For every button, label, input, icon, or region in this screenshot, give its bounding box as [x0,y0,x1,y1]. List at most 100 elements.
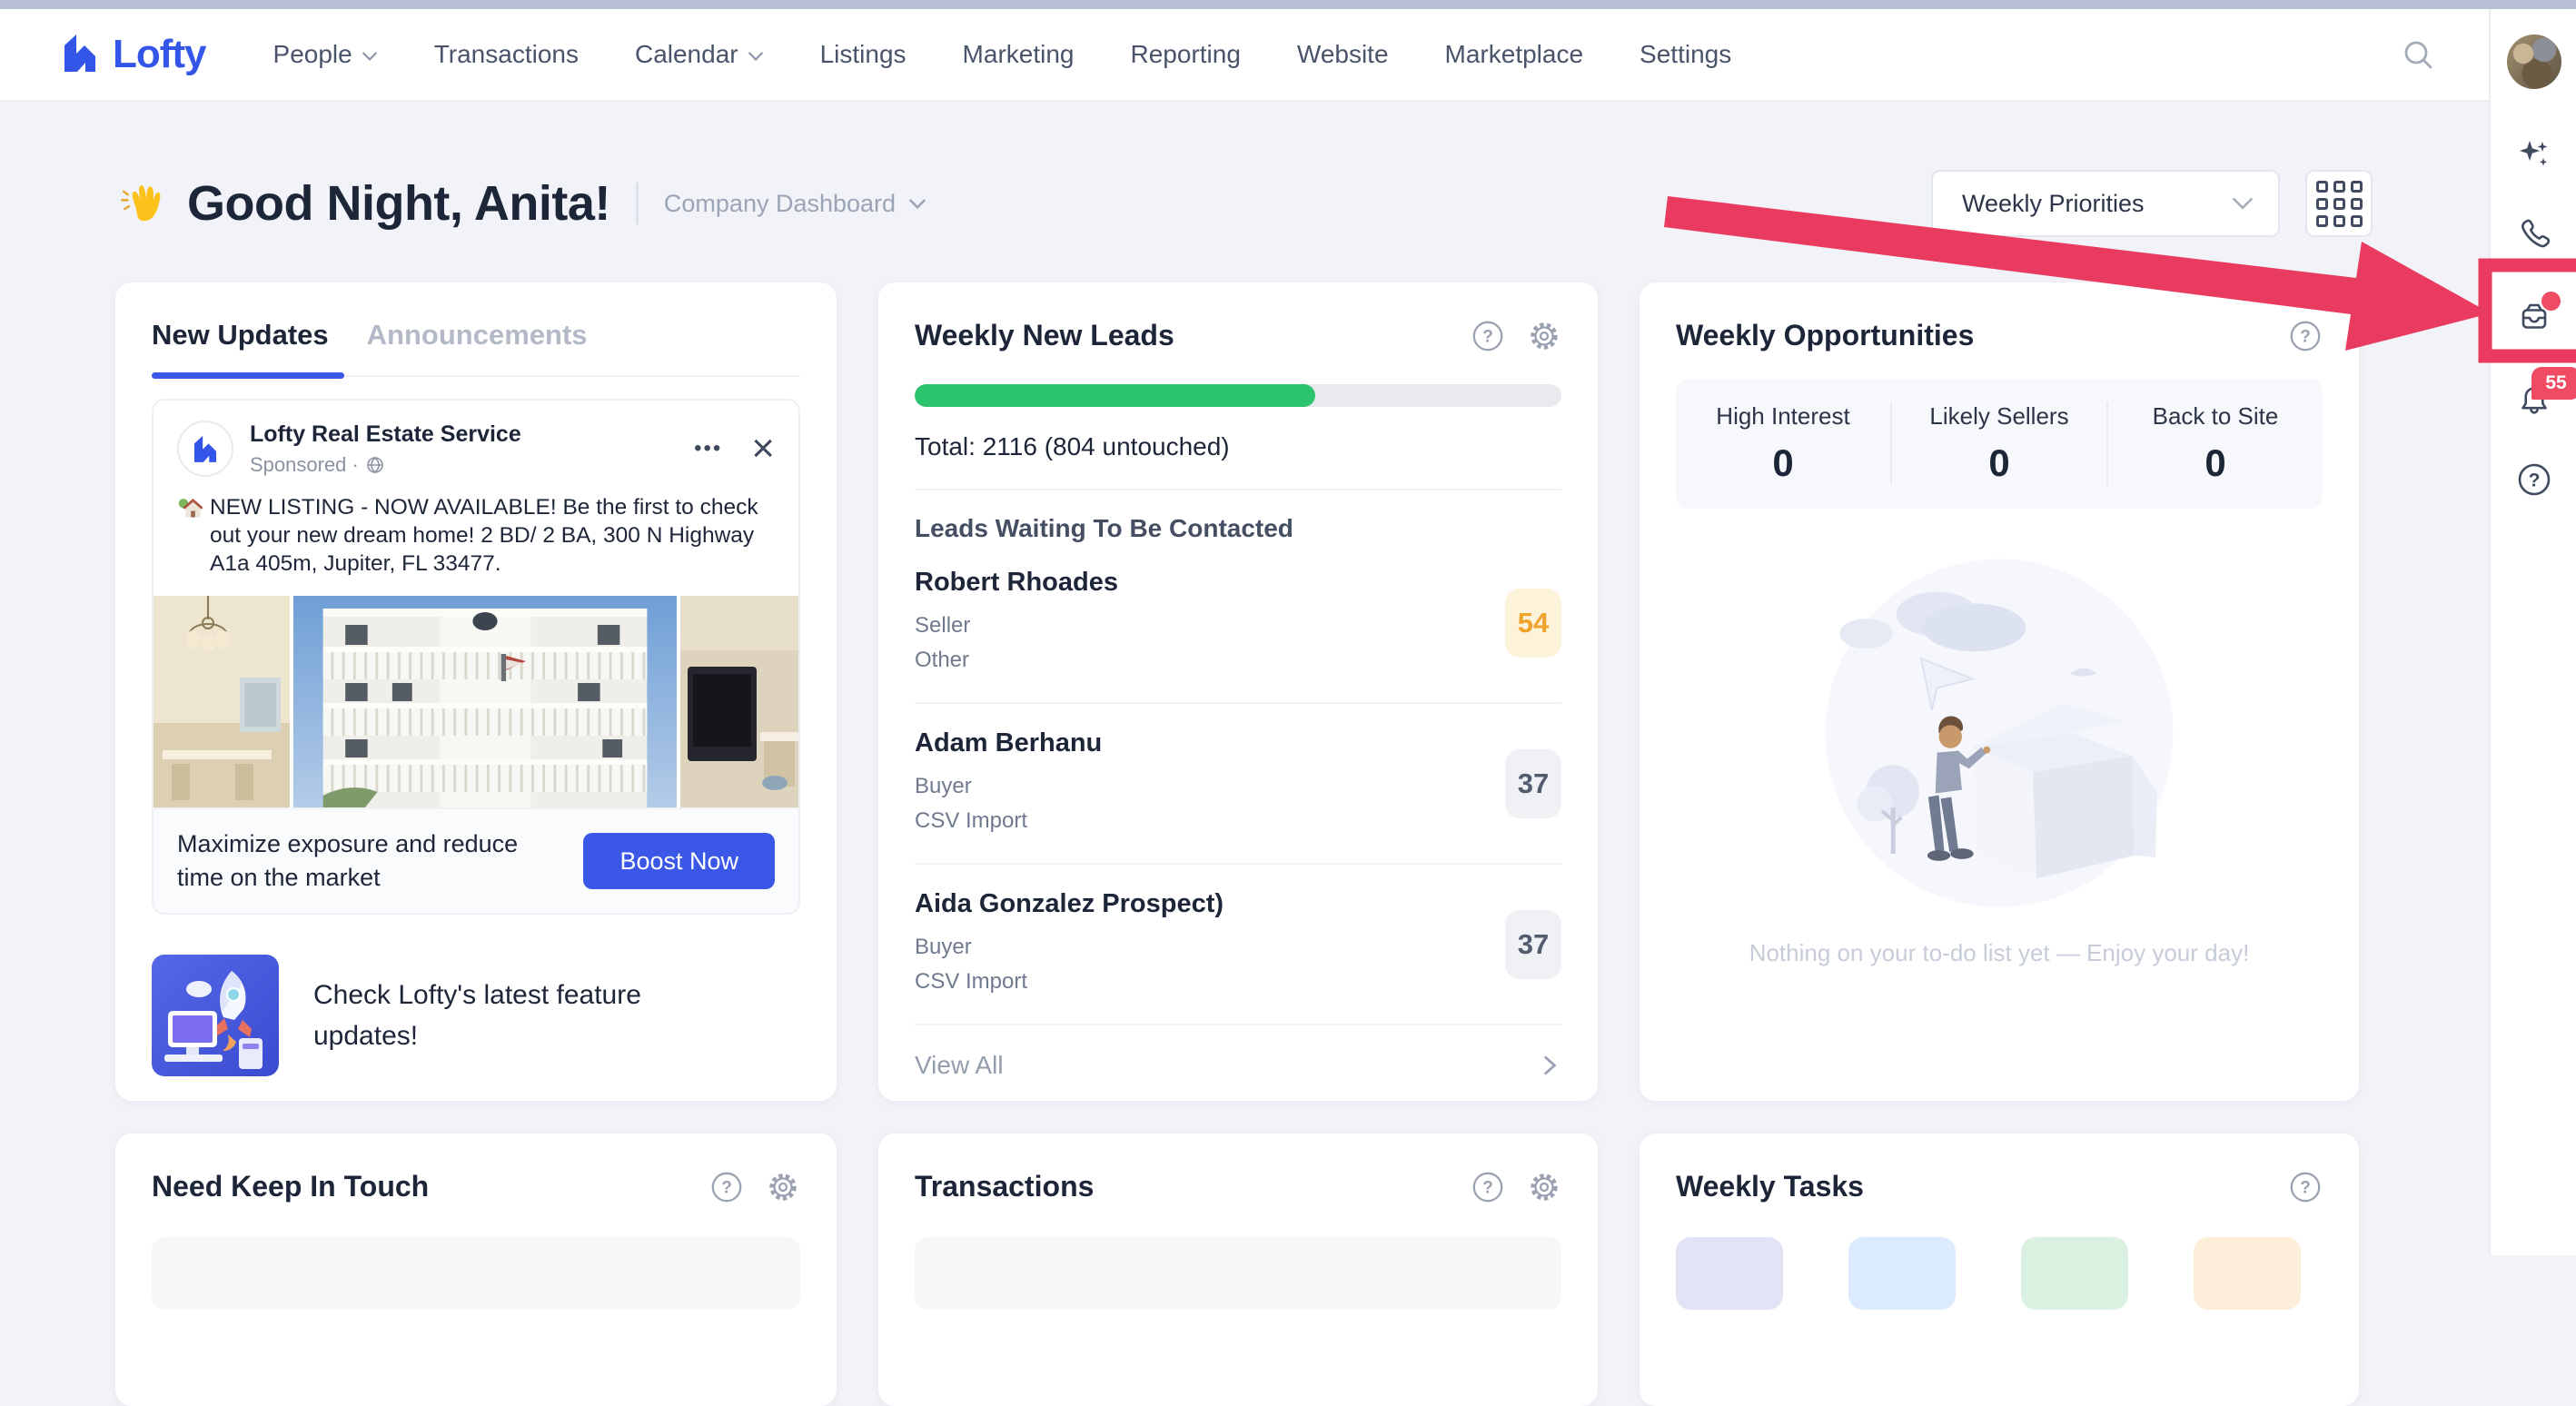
nav-item-website[interactable]: Website [1296,40,1389,68]
chevron-down-icon [748,52,763,61]
lead-type: Buyer [915,774,972,798]
lead-row-adam-berhanu[interactable]: Adam Berhanu Buyer CSV Import 37 [915,704,1561,865]
lead-score-badge: 37 [1505,909,1561,979]
content-placeholder-bar [915,1237,1561,1310]
chevron-right-icon [1544,1055,1557,1075]
transactions-card: Transactions ? [878,1134,1598,1406]
view-all-link[interactable]: View All [915,1025,1561,1080]
gear-icon[interactable] [766,1170,800,1204]
card-title: Weekly New Leads [915,319,1174,352]
boost-promo-text: Maximize exposure and reduce time on the… [177,830,519,891]
new-updates-card: New Updates Announcements Lofty Real Est… [115,282,837,1101]
priority-view-select[interactable]: Weekly Priorities [1931,170,2280,237]
lead-row-aida-gonzalez[interactable]: Aida Gonzalez Prospect) Buyer CSV Import… [915,865,1561,1025]
notifications-bell-icon[interactable]: 55 [2516,367,2576,418]
help-icon[interactable]: ? [709,1170,744,1204]
nav-item-reporting[interactable]: Reporting [1130,40,1241,68]
stat-likely-sellers[interactable]: Likely Sellers 0 [1890,402,2106,485]
listing-photo-interior-right [680,596,798,807]
weekly-opportunities-card: Weekly Opportunities ? High Interest 0 L… [1640,282,2359,1101]
post-close-icon[interactable]: × [751,426,775,470]
feature-updates-banner[interactable]: Check Lofty's latest feature updates! [152,955,800,1076]
lofty-logo-icon [58,31,102,79]
lead-score-badge: 54 [1505,588,1561,658]
sponsored-post: Lofty Real Estate Service Sponsored · ••… [152,399,800,915]
lead-row-robert-rhoades[interactable]: Robert Rhoades Seller Other 54 [915,543,1561,704]
content-placeholder-bar [152,1237,800,1310]
svg-text:?: ? [2529,470,2541,491]
globe-icon [367,456,383,473]
phone-icon[interactable] [2516,216,2552,252]
title-divider [635,183,639,224]
house-icon [177,495,203,520]
nav-item-marketplace[interactable]: Marketplace [1444,40,1584,68]
nav-item-people[interactable]: People [273,40,378,69]
nav-item-calendar[interactable]: Calendar [635,40,764,69]
stat-high-interest[interactable]: High Interest 0 [1716,402,1850,484]
brand-name: Lofty [113,32,207,76]
leads-progress-bar [915,384,1561,407]
post-body: NEW LISTING - NOW AVAILABLE! Be the firs… [154,490,798,596]
lead-name: Adam Berhanu [915,728,1103,757]
inbox-icon[interactable] [2516,292,2561,334]
nav-item-transactions[interactable]: Transactions [433,40,579,68]
apps-grid-icon [2315,180,2363,227]
page-header: Good Night, Anita! Company Dashboard Wee… [118,165,2373,242]
svg-text:?: ? [1482,328,1493,347]
boost-now-button[interactable]: Boost Now [583,833,775,889]
nav-item-settings[interactable]: Settings [1640,40,1732,68]
task-pill[interactable] [1848,1237,1956,1310]
leads-total-text: Total: 2116 (804 untouched) [915,432,1230,460]
lead-score-badge: 37 [1505,748,1561,818]
chevron-down-icon [909,199,926,209]
card-title: Transactions [915,1170,1095,1203]
listing-photo-building [293,596,677,807]
inbox-unread-dot [2541,292,2561,311]
nav-item-listings[interactable]: Listings [819,40,907,68]
waving-hand-icon [118,177,171,230]
widget-grid-button[interactable] [2305,170,2373,237]
help-icon[interactable]: ? [1471,319,1505,353]
lead-source: CSV Import [915,969,1028,994]
lead-name: Aida Gonzalez Prospect) [915,889,1224,918]
task-pill[interactable] [2194,1237,2301,1310]
lead-name: Robert Rhoades [915,568,1118,597]
weekly-new-leads-card: Weekly New Leads ? Total: 2116 (804 unto… [878,282,1598,1101]
nav-item-marketing[interactable]: Marketing [962,40,1075,68]
tab-new-updates[interactable]: New Updates [152,319,329,351]
task-pill[interactable] [1676,1237,1783,1310]
feature-banner-thumbnail [152,955,279,1076]
task-category-pills [1676,1237,2323,1310]
lofty-logo[interactable]: Lofty [58,31,207,79]
page-title: Good Night, Anita! [118,175,610,232]
weekly-tasks-card: Weekly Tasks ? [1640,1134,2359,1406]
search-icon[interactable] [2398,35,2438,74]
notification-count-badge: 55 [2531,367,2576,400]
task-pill[interactable] [2021,1237,2128,1310]
lead-type: Buyer [915,935,972,959]
post-menu-icon[interactable]: ••• [694,436,723,460]
tab-announcements[interactable]: Announcements [366,319,588,351]
empty-state-text: Nothing on your to-do list yet — Enjoy y… [1749,939,2250,966]
card-title: Need Keep In Touch [152,1170,430,1203]
gear-icon[interactable] [1527,319,1561,353]
empty-state-illustration [1804,545,2195,930]
help-icon[interactable]: ? [2288,319,2323,353]
post-author: Lofty Real Estate Service [250,421,521,447]
stat-back-to-site[interactable]: Back to Site 0 [2106,402,2323,485]
leads-waiting-title: Leads Waiting To Be Contacted [915,514,1293,542]
user-avatar[interactable] [2507,35,2561,89]
leads-progress-fill [915,384,1316,407]
greeting-text: Good Night, Anita! [187,176,610,231]
lead-source: Other [915,648,970,672]
dashboard-main: Good Night, Anita! Company Dashboard Wee… [0,102,2489,1406]
ai-sparkles-icon[interactable] [2516,136,2552,173]
dashboard-selector[interactable]: Company Dashboard [664,190,926,218]
divider [915,489,1561,490]
svg-text:?: ? [1482,1179,1493,1198]
help-icon[interactable]: ? [2516,461,2552,498]
gear-icon[interactable] [1527,1170,1561,1204]
card-title: Weekly Tasks [1676,1170,1864,1203]
help-icon[interactable]: ? [1471,1170,1505,1204]
help-icon[interactable]: ? [2288,1170,2323,1204]
